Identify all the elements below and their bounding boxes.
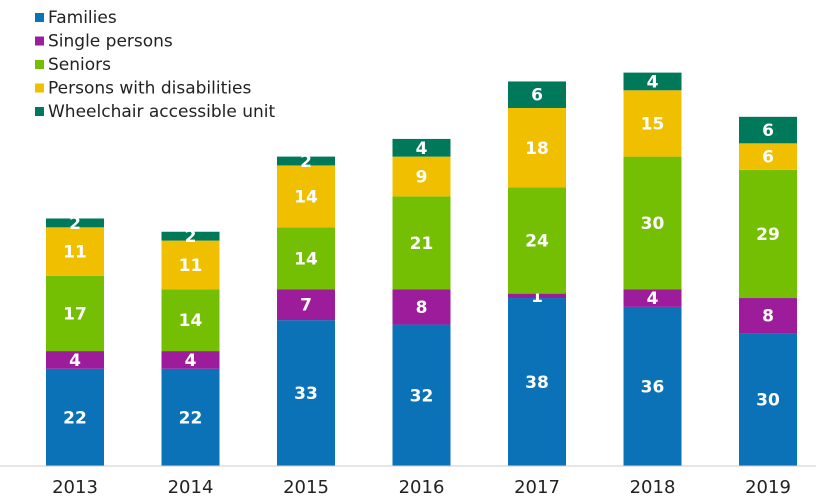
value-label: 4 — [416, 139, 428, 159]
value-label: 6 — [531, 86, 543, 106]
bar-segment — [161, 351, 220, 369]
value-label: 2 — [185, 227, 197, 247]
bar-segment — [739, 333, 797, 466]
value-label: 2 — [300, 152, 312, 172]
bar-segment — [277, 320, 335, 466]
bar-segment — [161, 240, 220, 290]
bar-segment — [739, 298, 797, 334]
value-label: 4 — [69, 351, 81, 371]
bar-segment — [508, 293, 566, 299]
legend-label: Families — [48, 8, 117, 28]
legend-swatch — [35, 36, 44, 46]
bar-segment — [508, 298, 566, 466]
value-label: 1 — [531, 287, 543, 307]
value-label: 30 — [641, 214, 665, 234]
bar-segment — [392, 138, 451, 157]
x-tick-label: 2014 — [168, 477, 214, 498]
value-label: 11 — [179, 256, 203, 276]
value-label: 17 — [63, 305, 87, 325]
x-tick-label: 2013 — [52, 477, 98, 498]
value-label: 14 — [294, 187, 318, 207]
bar-segment — [739, 143, 797, 170]
bar-segment — [508, 81, 566, 108]
bar-segment — [277, 165, 335, 228]
value-label: 15 — [641, 114, 665, 134]
value-label: 6 — [762, 121, 774, 141]
x-tick-label: 2015 — [283, 477, 329, 498]
value-label: 29 — [756, 225, 780, 245]
value-label: 22 — [179, 408, 203, 428]
bar-segment — [392, 289, 451, 325]
bar-segment — [623, 156, 682, 290]
bar-segment — [623, 72, 682, 91]
bar-segment — [161, 231, 220, 241]
legend-label: Single persons — [48, 32, 173, 52]
value-label: 4 — [647, 72, 659, 92]
value-label: 4 — [647, 289, 659, 309]
value-label: 2 — [69, 214, 81, 234]
value-label: 38 — [525, 373, 549, 393]
bar-segment — [508, 187, 566, 294]
value-label: 8 — [416, 298, 428, 318]
bar-segment — [392, 196, 451, 290]
value-label: 14 — [179, 311, 203, 331]
legend-label: Seniors — [48, 55, 111, 75]
value-label: 6 — [762, 148, 774, 168]
bar-segment — [46, 351, 104, 369]
bar-segment — [277, 227, 335, 290]
x-tick-label: 2016 — [399, 477, 445, 498]
legend-swatch — [35, 60, 44, 69]
bar-segment — [46, 218, 104, 228]
value-label: 9 — [416, 167, 428, 187]
value-label: 11 — [63, 243, 87, 263]
bar-segment — [46, 368, 104, 466]
bar-segment — [623, 289, 682, 307]
bar-segment — [623, 90, 682, 157]
bar-segment — [46, 275, 104, 352]
bar-segment — [739, 116, 797, 144]
x-tick-label: 2017 — [514, 477, 560, 498]
bar-segment — [392, 156, 451, 197]
value-label: 18 — [525, 139, 549, 159]
value-label: 32 — [410, 386, 434, 406]
value-label: 7 — [300, 296, 312, 316]
x-tick-label: 2019 — [745, 477, 791, 498]
value-label: 24 — [525, 232, 549, 252]
bar-segment — [46, 227, 104, 276]
bar-segment — [277, 156, 335, 166]
bar-segment — [739, 169, 797, 299]
value-label: 33 — [294, 384, 318, 404]
legend-label: Wheelchair accessible unit — [48, 102, 276, 122]
bar-segment — [623, 306, 682, 466]
value-label: 36 — [641, 377, 665, 397]
bar-segment — [392, 324, 451, 466]
value-label: 21 — [410, 234, 434, 254]
value-label: 4 — [185, 351, 197, 371]
bar-segment — [161, 289, 220, 352]
legend-label: Persons with disabilities — [48, 79, 251, 99]
legend-swatch — [35, 13, 44, 22]
bar-segment — [161, 368, 220, 466]
value-label: 14 — [294, 249, 318, 269]
bar-segment — [277, 289, 335, 321]
legend-swatch — [35, 107, 44, 116]
value-label: 30 — [756, 391, 780, 411]
legend-swatch — [35, 83, 44, 93]
value-label: 8 — [762, 307, 774, 327]
x-tick-label: 2018 — [630, 477, 676, 498]
bar-segment — [508, 107, 566, 188]
value-label: 22 — [63, 408, 87, 428]
